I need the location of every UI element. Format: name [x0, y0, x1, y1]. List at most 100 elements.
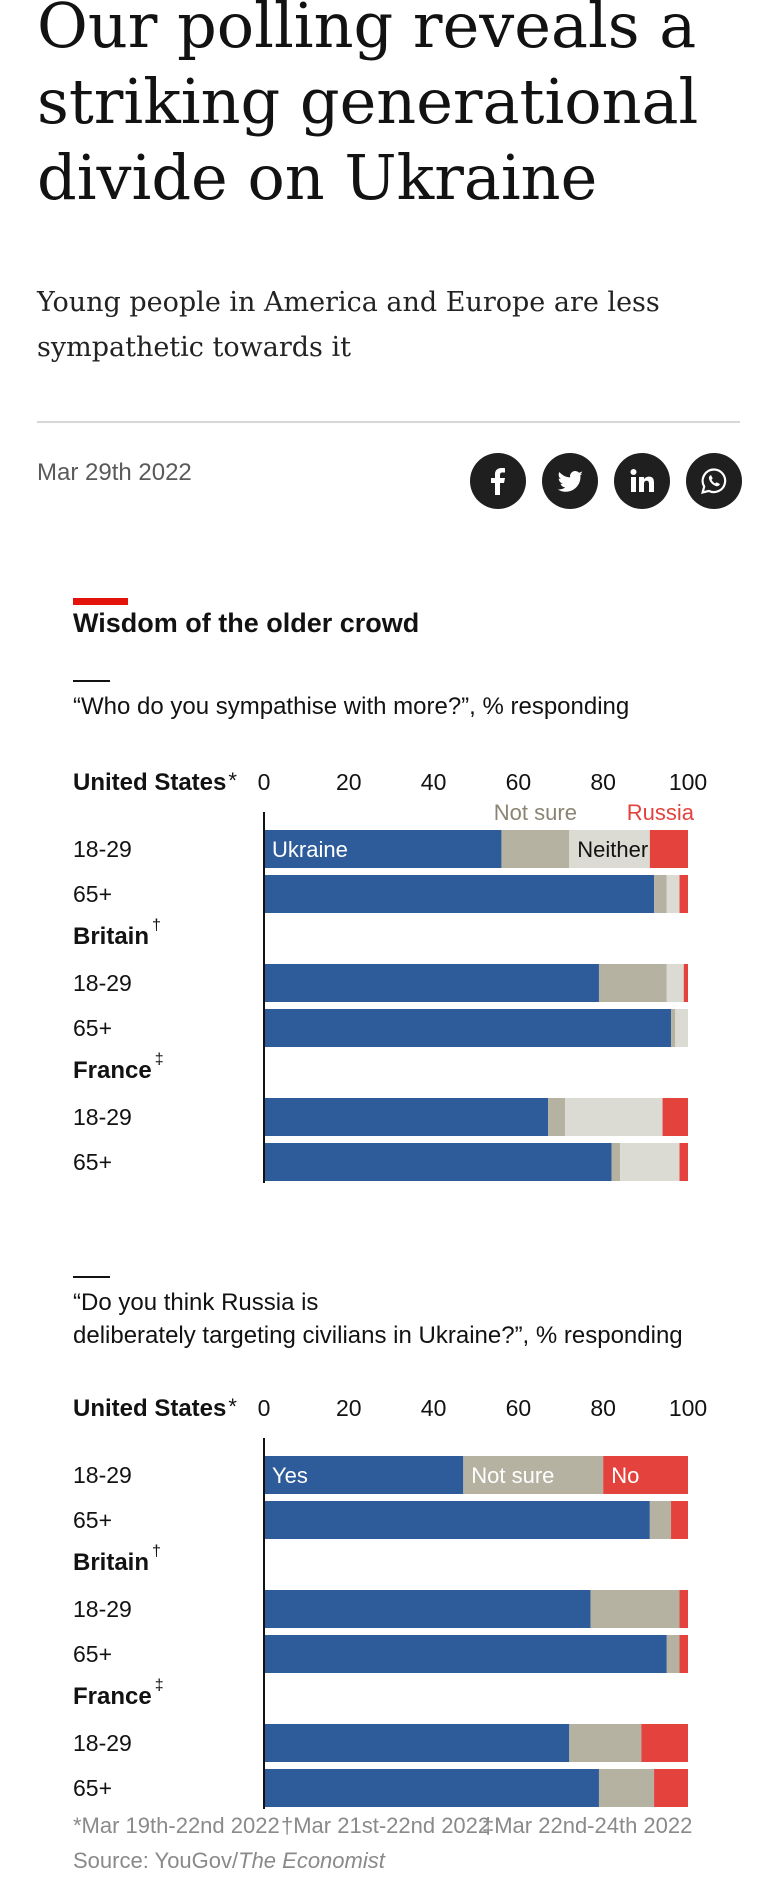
bar-segment-not-sure: [666, 1635, 680, 1673]
bar-segment-not-sure: [598, 964, 667, 1002]
age-label: 18-29: [73, 1104, 132, 1130]
bar-segment-no: [603, 1456, 688, 1494]
standfirst: Young people in America and Europe are l…: [37, 287, 660, 363]
tick-label: 80: [590, 769, 616, 795]
footnote-mark: *: [228, 1394, 237, 1419]
segment-label: Neither: [577, 837, 648, 862]
facebook-icon: [491, 468, 505, 495]
country-label: France: [73, 1057, 152, 1084]
footnote-mark: ‡: [155, 1677, 164, 1694]
bar-segment-neither: [565, 1098, 663, 1136]
bar-segment-yes: [264, 1456, 464, 1494]
bar-segment-ukraine: [264, 1009, 672, 1047]
bar-segment-no: [641, 1724, 688, 1762]
source-label: Source: YouGov/: [73, 1848, 239, 1873]
bar-segment-neither: [569, 830, 650, 868]
bar-segment-not-sure: [548, 1098, 566, 1136]
segment-label: Not sure: [471, 1463, 554, 1488]
bar-segment-not-sure: [501, 830, 570, 868]
bar-segment-yes: [264, 1635, 667, 1673]
bar-segment-ukraine: [264, 875, 655, 913]
headline: Our polling reveals a striking generatio…: [37, 0, 699, 214]
bar-chart: Wisdom of the older crowd “Who do you sym…: [73, 598, 707, 1873]
age-label: 18-29: [73, 1730, 132, 1756]
bar-segment-not-sure: [654, 875, 667, 913]
bar-segment-yes: [264, 1724, 570, 1762]
country-label: United States: [73, 769, 226, 796]
bar-segment-russia: [662, 1098, 688, 1136]
chart-title: Wisdom of the older crowd: [73, 608, 419, 638]
segment-label: No: [611, 1463, 639, 1488]
footnote: ‡Mar 22nd-24th 2022: [482, 1813, 692, 1838]
bar-segment-no: [679, 1590, 688, 1628]
age-label: 18-29: [73, 970, 132, 996]
question-text: deliberately targeting civilians in Ukra…: [73, 1322, 683, 1349]
bar-segment-neither: [620, 1143, 680, 1181]
age-label: 65+: [73, 1015, 112, 1041]
bar-segment-no: [679, 1635, 688, 1673]
bar-segment-neither: [666, 875, 680, 913]
tick-label: 20: [336, 769, 362, 795]
footnote-mark: ‡: [155, 1051, 164, 1068]
linkedin-share-button[interactable]: [614, 453, 670, 509]
bar-segment-russia: [679, 1143, 688, 1181]
age-label: 65+: [73, 1507, 112, 1533]
country-label: Britain: [73, 923, 149, 950]
chart-area: Wisdom of the older crowd “Who do you sym…: [0, 580, 765, 1895]
tick-label: 20: [336, 1395, 362, 1421]
footnote-mark: †: [152, 917, 161, 934]
bar-segment-not-sure: [671, 1009, 676, 1047]
bar-segment-russia: [679, 875, 688, 913]
segment-label: Not sure: [494, 800, 577, 825]
tick-label: 0: [258, 1395, 271, 1421]
facebook-share-button[interactable]: [470, 453, 526, 509]
segment-label: Russia: [627, 800, 695, 825]
bar-segment-not-sure: [463, 1456, 604, 1494]
bar-segment-ukraine: [264, 830, 502, 868]
footnote: †Mar 21st-22nd 2022: [281, 1813, 490, 1838]
question-rule: [73, 680, 110, 682]
tick-label: 60: [506, 769, 532, 795]
publish-date: Mar 29th 2022: [37, 459, 192, 486]
whatsapp-icon: [701, 468, 727, 495]
footnote: *Mar 19th-22nd 2022: [73, 1813, 280, 1838]
accent-bar: [73, 598, 128, 605]
bar-segment-neither: [675, 1009, 688, 1047]
age-label: 18-29: [73, 1596, 132, 1622]
bar-segment-not-sure: [569, 1724, 642, 1762]
tick-label: 60: [506, 1395, 532, 1421]
source-publication: The Economist: [238, 1848, 386, 1873]
bar-segment-ukraine: [264, 1143, 612, 1181]
tick-label: 0: [258, 769, 271, 795]
country-label: France: [73, 1683, 152, 1710]
bar-segment-yes: [264, 1590, 591, 1628]
tick-label: 100: [669, 1395, 707, 1421]
bar-segment-not-sure: [590, 1590, 680, 1628]
bar-segment-russia: [649, 830, 688, 868]
bar-segment-not-sure: [611, 1143, 621, 1181]
bar-segment-not-sure: [649, 1501, 672, 1539]
footnote-mark: †: [152, 1543, 161, 1560]
question-text: “Do you think Russia is: [73, 1289, 318, 1316]
tick-label: 100: [669, 769, 707, 795]
footnote-mark: *: [228, 768, 237, 793]
bar-segment-yes: [264, 1769, 599, 1807]
bar-segment-neither: [666, 964, 684, 1002]
bar-segment-russia: [683, 964, 688, 1002]
age-label: 65+: [73, 1149, 112, 1175]
linkedin-icon: [630, 469, 654, 492]
bar-segment-yes: [264, 1501, 650, 1539]
segment-label: Yes: [272, 1463, 308, 1488]
age-label: 18-29: [73, 1462, 132, 1488]
twitter-share-button[interactable]: [542, 453, 598, 509]
whatsapp-share-button[interactable]: [686, 453, 742, 509]
country-label: Britain: [73, 1549, 149, 1576]
segment-label: Ukraine: [272, 837, 348, 862]
bar-segment-ukraine: [264, 964, 599, 1002]
question-text: “Who do you sympathise with more?”, % re…: [73, 693, 629, 720]
age-label: 18-29: [73, 836, 132, 862]
question-rule: [73, 1276, 110, 1278]
tick-label: 40: [421, 769, 447, 795]
bar-segment-not-sure: [598, 1769, 655, 1807]
twitter-icon: [557, 471, 583, 492]
